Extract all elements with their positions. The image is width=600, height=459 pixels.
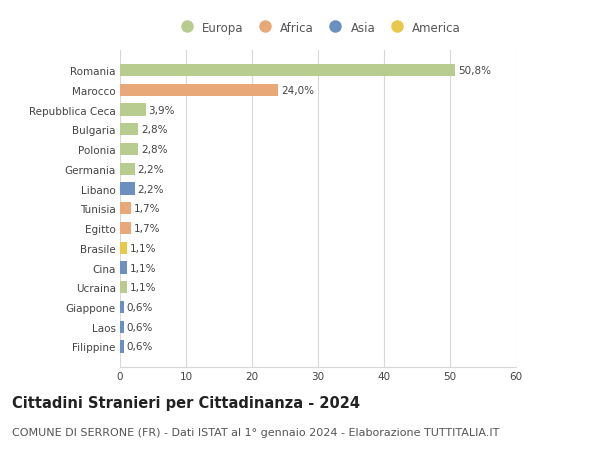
Text: 0,6%: 0,6% xyxy=(127,341,153,352)
Text: 2,8%: 2,8% xyxy=(141,145,167,155)
Bar xyxy=(120,124,139,136)
Text: 2,2%: 2,2% xyxy=(137,164,164,174)
Text: 1,1%: 1,1% xyxy=(130,283,157,292)
Bar xyxy=(120,341,124,353)
Text: COMUNE DI SERRONE (FR) - Dati ISTAT al 1° gennaio 2024 - Elaborazione TUTTITALIA: COMUNE DI SERRONE (FR) - Dati ISTAT al 1… xyxy=(12,427,499,437)
Text: 24,0%: 24,0% xyxy=(281,86,314,95)
Bar xyxy=(120,84,278,97)
Text: 2,2%: 2,2% xyxy=(137,184,164,194)
Bar xyxy=(120,281,127,294)
Text: 0,6%: 0,6% xyxy=(127,322,153,332)
Bar xyxy=(120,262,127,274)
Text: 1,1%: 1,1% xyxy=(130,263,157,273)
Text: 1,1%: 1,1% xyxy=(130,243,157,253)
Bar xyxy=(120,223,131,235)
Text: 1,7%: 1,7% xyxy=(134,224,160,234)
Text: 50,8%: 50,8% xyxy=(458,66,491,76)
Bar xyxy=(120,242,127,254)
Bar xyxy=(120,183,134,195)
Bar xyxy=(120,321,124,333)
Text: Cittadini Stranieri per Cittadinanza - 2024: Cittadini Stranieri per Cittadinanza - 2… xyxy=(12,395,360,410)
Bar xyxy=(120,301,124,313)
Text: 1,7%: 1,7% xyxy=(134,204,160,214)
Bar xyxy=(120,104,146,117)
Legend: Europa, Africa, Asia, America: Europa, Africa, Asia, America xyxy=(175,22,461,34)
Bar xyxy=(120,144,139,156)
Bar xyxy=(120,203,131,215)
Text: 0,6%: 0,6% xyxy=(127,302,153,312)
Text: 3,9%: 3,9% xyxy=(148,106,175,115)
Text: 2,8%: 2,8% xyxy=(141,125,167,135)
Bar xyxy=(120,65,455,77)
Bar xyxy=(120,163,134,175)
